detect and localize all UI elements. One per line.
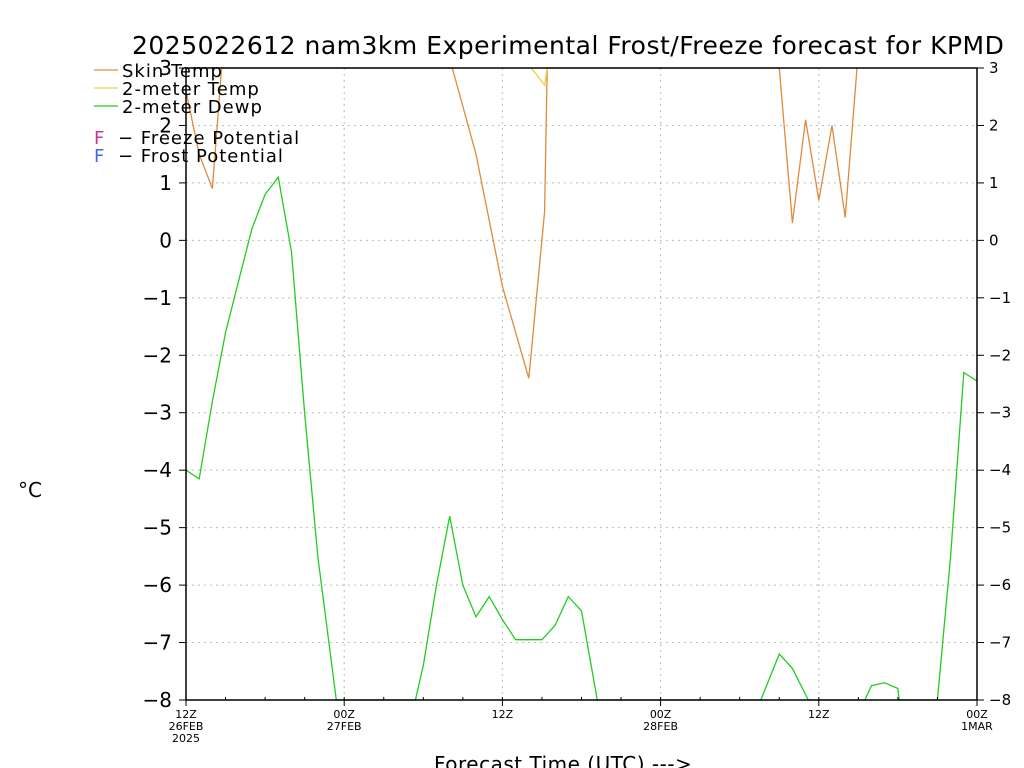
- y-tick-label: 0: [159, 228, 172, 252]
- series-line-2-meter-dewp: [186, 175, 977, 701]
- x-tick-label: 27FEB: [327, 720, 362, 733]
- y-tick-label-right: 0: [989, 231, 999, 249]
- x-tick-label: 00Z: [650, 708, 672, 721]
- legend-potential-symbol: F: [94, 146, 105, 167]
- x-tick-label: 2025: [172, 732, 200, 745]
- y-axis-label: °C: [18, 478, 42, 502]
- y-tick-label: −2: [143, 343, 172, 367]
- x-tick-label: 00Z: [966, 708, 988, 721]
- y-tick-label-right: −7: [989, 634, 1011, 652]
- y-tick-label-right: −4: [989, 461, 1011, 479]
- x-tick-label: 28FEB: [643, 720, 678, 733]
- legend-entry: 2-meter Temp: [122, 79, 260, 100]
- x-tick-label: 26FEB: [169, 720, 204, 733]
- x-tick-label: 12Z: [492, 708, 514, 721]
- x-tick-label: 00Z: [333, 708, 355, 721]
- plot-frame: [185, 67, 978, 701]
- x-tick-label: 12Z: [175, 708, 197, 721]
- y-tick-label: −4: [143, 458, 172, 482]
- y-tick-label-right: −5: [989, 519, 1011, 537]
- x-tick-label: 12Z: [808, 708, 830, 721]
- series-line-skin-temp: [186, 67, 858, 379]
- y-tick-label: −6: [143, 573, 172, 597]
- y-tick-label-right: 1: [989, 174, 999, 192]
- y-tick-label: −1: [143, 286, 172, 310]
- y-tick-label: 3: [159, 56, 172, 80]
- x-axis-label: Forecast Time (UTC) --->: [434, 752, 692, 768]
- y-tick-label: −7: [143, 631, 172, 655]
- y-tick-label-right: 2: [989, 116, 999, 134]
- legend-potential-entry: − Freeze Potential: [118, 128, 300, 149]
- y-tick-label-right: −8: [989, 691, 1011, 709]
- legend-entry: 2-meter Dewp: [122, 97, 263, 118]
- grid-lines: [185, 68, 978, 700]
- y-tick-label-right: −2: [989, 346, 1011, 364]
- chart-title: 2025022612 nam3km Experimental Frost/Fre…: [132, 31, 1004, 60]
- series-line-2-meter-temp: [530, 67, 548, 87]
- y-tick-label-right: 3: [989, 59, 999, 77]
- legend-potential-entry: − Frost Potential: [118, 146, 284, 167]
- y-tick-label: 2: [159, 113, 172, 137]
- x-tick-label: 1MAR: [961, 720, 993, 733]
- series-layer: [186, 67, 977, 701]
- y-tick-label: −3: [143, 401, 172, 425]
- y-tick-label-right: −6: [989, 576, 1011, 594]
- axes: 3 3 2 2 1 1 0 0 −1 −1 −2 −2 −3 −3 −4 −4 −5 −5 −6 −6 −7 −7 −8 −8…: [143, 56, 1012, 745]
- y-tick-label: 1: [159, 171, 172, 195]
- y-tick-label: −8: [143, 688, 172, 712]
- y-tick-label-right: −1: [989, 289, 1011, 307]
- y-tick-label: −5: [143, 516, 172, 540]
- legend-potential-symbol: F: [94, 128, 105, 149]
- y-tick-label-right: −3: [989, 404, 1011, 422]
- legend-entry: Skin Temp: [122, 61, 223, 82]
